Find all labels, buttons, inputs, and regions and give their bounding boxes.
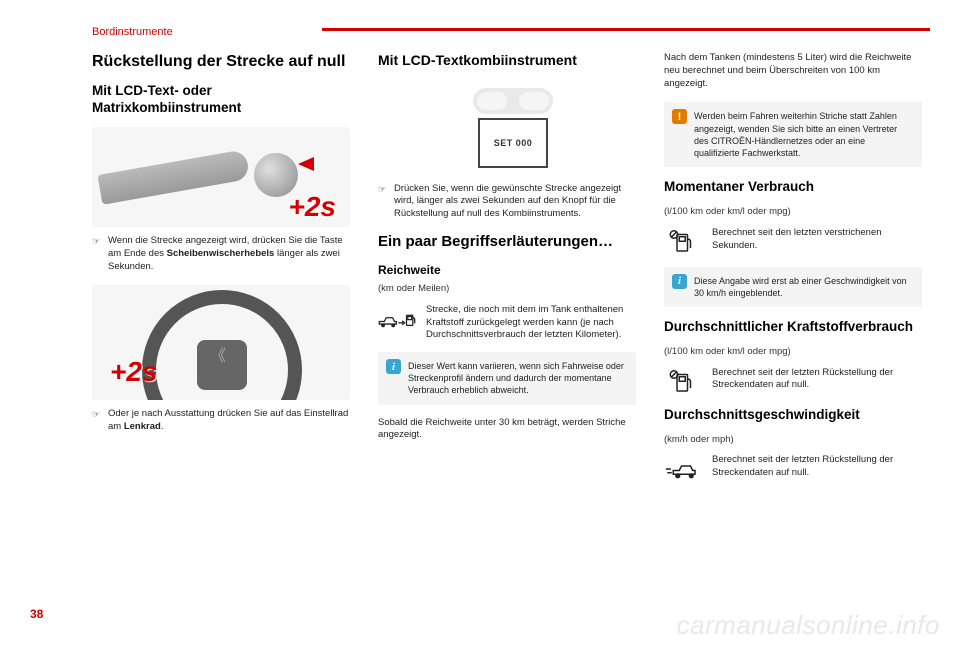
- list-item: Wenn die Strecke angezeigt wird, drücken…: [92, 235, 350, 273]
- bullet-list: Oder je nach Ausstattung drücken Sie auf…: [92, 408, 350, 434]
- avg-units: (l/100 km oder km/l oder mpg): [664, 346, 922, 359]
- info-icon: i: [386, 359, 401, 374]
- icon-row-range: Strecke, die noch mit dem im Tank enthal…: [378, 304, 636, 342]
- header-rule: [322, 28, 930, 31]
- figure-steering-wheel: 《 +2s: [92, 285, 350, 400]
- citroen-logo-icon: 《: [210, 353, 226, 361]
- cur-units: (l/100 km oder km/l oder mpg): [664, 206, 922, 219]
- figure-wiper-stalk: +2s: [92, 127, 350, 227]
- badge-2s-icon: +2s: [289, 191, 337, 223]
- h2-avg-consumption: Durchschnittlicher Kraftstoffverbrauch: [664, 319, 922, 336]
- lcd-box: SET 000: [478, 118, 548, 168]
- h2-lcd-text: Mit LCD-Textkombiinstrument: [378, 52, 636, 70]
- badge-2s-icon: +2s: [110, 356, 158, 388]
- h2-lcd-matrix: Mit LCD-Text- oder Matrixkombiinstrument: [92, 83, 350, 117]
- cur-text: Berechnet seit den letzten verstrichenen…: [712, 227, 922, 253]
- spd-text: Berechnet seit der letzten Rückstellung …: [712, 454, 922, 480]
- info-callout: i Diese Angabe wird erst ab einer Geschw…: [664, 267, 922, 307]
- column-1: Rückstellung der Strecke auf null Mit LC…: [92, 52, 350, 601]
- spd-units: (km/h oder mph): [664, 434, 922, 447]
- info-text: Diese Angabe wird erst ab einer Geschwin…: [694, 275, 912, 299]
- h1-reset-trip: Rückstellung der Strecke auf null: [92, 52, 350, 71]
- warning-icon: !: [672, 109, 687, 124]
- bold-text: Scheibenwischerhebels: [167, 248, 275, 259]
- section-title: Bordinstrumente: [92, 26, 173, 38]
- icon-row-current: Berechnet seit den letzten verstrichenen…: [664, 227, 922, 257]
- range-tail-text: Sobald die Reichweite unter 30 km beträg…: [378, 417, 636, 443]
- warning-text: Werden beim Fahren weiterhin Striche sta…: [694, 110, 912, 159]
- figure-lcd-display: SET 000: [378, 80, 636, 175]
- fuel-pump-slash-icon: [664, 367, 702, 397]
- avg-text: Berechnet seit der letzten Rückstellung …: [712, 367, 922, 393]
- h2-avg-speed: Durchschnittsgeschwindigkeit: [664, 407, 922, 424]
- intro-text: Nach dem Tanken (mindestens 5 Liter) wir…: [664, 52, 922, 90]
- bold-text: Lenkrad: [124, 421, 161, 432]
- bullet-list: Wenn die Strecke angezeigt wird, drücken…: [92, 235, 350, 273]
- info-text: Dieser Wert kann variieren, wenn sich Fa…: [408, 360, 626, 396]
- h2-current-consumption: Momentaner Verbrauch: [664, 179, 922, 196]
- watermark: carmanualsonline.info: [677, 610, 940, 641]
- icon-row-avg: Berechnet seit der letzten Rückstellung …: [664, 367, 922, 397]
- info-callout: i Dieser Wert kann variieren, wenn sich …: [378, 352, 636, 404]
- range-text: Strecke, die noch mit dem im Tank enthal…: [426, 304, 636, 342]
- arrow-icon: [298, 157, 314, 171]
- car-motion-icon: [664, 454, 702, 484]
- icon-row-speed: Berechnet seit der letzten Rückstellung …: [664, 454, 922, 484]
- page-number: 38: [30, 607, 43, 621]
- list-item: Drücken Sie, wenn die gewünschte Strecke…: [378, 183, 636, 221]
- warning-callout: ! Werden beim Fahren weiterhin Striche s…: [664, 102, 922, 167]
- text: .: [161, 421, 164, 432]
- info-icon: i: [672, 274, 687, 289]
- content-columns: Rückstellung der Strecke auf null Mit LC…: [92, 52, 922, 601]
- list-item: Oder je nach Ausstattung drücken Sie auf…: [92, 408, 350, 434]
- h3-range: Reichweite: [378, 263, 636, 277]
- h1-definitions: Ein paar Begriffserläuterungen…: [378, 233, 636, 251]
- range-units: (km oder Meilen): [378, 283, 636, 296]
- fuel-pump-slash-icon: [664, 227, 702, 257]
- column-2: Mit LCD-Textkombiinstrument SET 000 Drüc…: [378, 52, 636, 601]
- column-3: Nach dem Tanken (mindestens 5 Liter) wir…: [664, 52, 922, 601]
- bullet-list: Drücken Sie, wenn die gewünschte Strecke…: [378, 183, 636, 221]
- car-to-pump-icon: [378, 304, 416, 334]
